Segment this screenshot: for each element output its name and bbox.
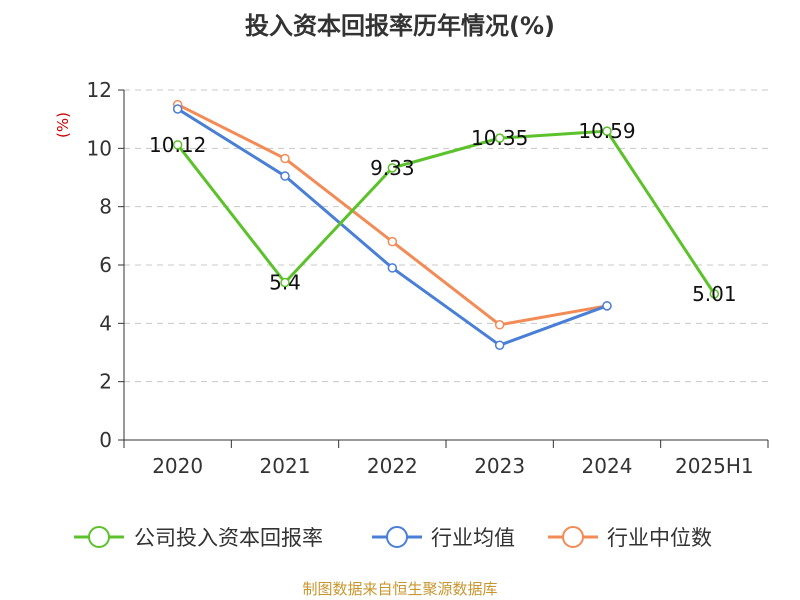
data-point[interactable] [387, 263, 398, 273]
legend-marker-icon [562, 526, 584, 548]
legend-label: 公司投入资本回报率 [134, 526, 323, 550]
x-tick-label: 2021 [260, 454, 311, 478]
legend-marker-icon [386, 526, 408, 548]
grid-lines [124, 89, 768, 383]
y-tick-label: 8 [99, 195, 112, 219]
data-point[interactable] [387, 236, 398, 247]
data-point[interactable] [387, 163, 398, 173]
series-line-0 [176, 129, 716, 295]
x-tick-label: 2022 [367, 454, 418, 478]
y-tick-label: 6 [99, 253, 112, 277]
data-labels: 10.12 5.4 9.33 10.35 10.59 5.01 [149, 119, 737, 306]
y-tick-label: 10 [87, 136, 112, 160]
data-point[interactable] [494, 133, 505, 143]
x-tick-label: 2024 [582, 454, 633, 478]
data-point[interactable] [280, 153, 290, 164]
x-tick-label: 2025H1 [675, 454, 754, 478]
source-note: 制图数据来自恒生聚源数据库 [302, 580, 497, 598]
series-lines [172, 99, 720, 350]
data-label: 10.35 [471, 126, 528, 150]
data-point[interactable] [172, 140, 183, 150]
legend-item-1[interactable]: 行业均值 [372, 526, 515, 550]
data-point[interactable] [602, 301, 612, 311]
legend-item-0[interactable]: 公司投入资本回报率 [74, 526, 323, 550]
legend-label: 行业均值 [431, 526, 515, 550]
data-label: 10.59 [578, 119, 635, 143]
chart-title: 投入资本回报率历年情况(%) [245, 12, 555, 40]
data-point[interactable] [709, 289, 720, 299]
data-point[interactable] [172, 104, 183, 114]
data-label: 10.12 [149, 133, 206, 157]
legend-item-2[interactable]: 行业中位数 [548, 526, 712, 550]
y-tick-label: 0 [99, 428, 112, 452]
y-tick-label: 2 [99, 370, 112, 394]
legend[interactable]: 公司投入资本回报率 行业均值 行业中位数 [74, 526, 712, 550]
data-label: 9.33 [370, 156, 415, 180]
data-label: 5.4 [269, 271, 301, 295]
x-tick-label: 2020 [152, 454, 203, 478]
legend-marker-icon [88, 526, 110, 548]
data-point[interactable] [602, 126, 612, 136]
data-point[interactable] [280, 277, 290, 288]
y-tick-label: 4 [99, 311, 112, 335]
axes: 0 2 4 6 8 10 12 2020 2021 2022 2023 2024 2025H1 [87, 78, 769, 478]
x-tick-label: 2023 [474, 454, 525, 478]
y-tick-label: 12 [87, 78, 112, 102]
y-axis-label: (%) [54, 112, 72, 138]
series-line-2 [176, 103, 608, 327]
legend-label: 行业中位数 [607, 526, 712, 550]
data-point[interactable] [494, 320, 505, 330]
data-point[interactable] [494, 340, 505, 350]
data-label: 5.01 [692, 282, 737, 306]
data-point[interactable] [280, 171, 290, 181]
